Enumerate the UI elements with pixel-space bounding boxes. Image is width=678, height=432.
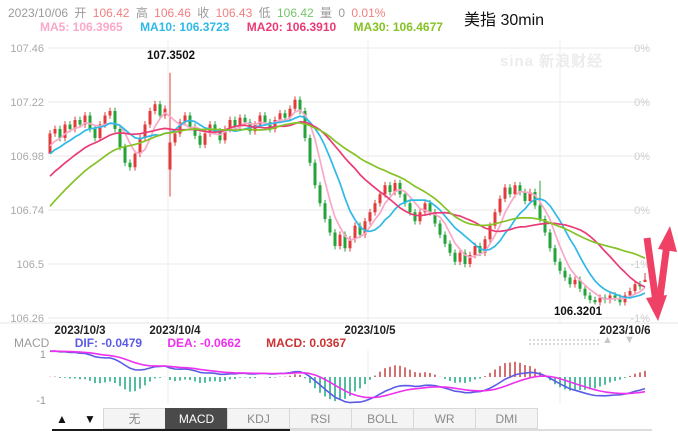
mini-up-arrow-icon[interactable]: ▲ — [602, 334, 613, 346]
macd-value: MACD: 0.0367 — [266, 336, 347, 350]
tabbar-down-icon[interactable]: ▼ — [84, 411, 96, 426]
indicator-tabbar: ▲ ▼ 无 MACD KDJ RSI BOLL WR DMI — [48, 408, 538, 429]
mini-down-arrow-icon[interactable]: ▼ — [624, 334, 635, 346]
bar-date: 2023/10/06 — [8, 6, 69, 20]
tabbar-underline-dark — [52, 429, 290, 431]
svg-text:2023/10/3: 2023/10/3 — [54, 325, 105, 337]
svg-text:0%: 0% — [634, 97, 650, 109]
close-label: 收 — [197, 6, 210, 20]
scroll-indicator[interactable] — [528, 338, 600, 345]
svg-text:-1%: -1% — [630, 259, 650, 271]
tab-dmi[interactable]: DMI — [475, 408, 538, 429]
macd-legend: MACD DIF: -0.0479 DEA: -0.0662 MACD: 0.0… — [14, 336, 368, 350]
ma-legend: MA5: 106.3965 MA10: 106.3723 MA20: 106.3… — [40, 20, 457, 34]
sina-watermark: sina 新浪财经 — [500, 53, 604, 70]
svg-text:2023/10/6: 2023/10/6 — [599, 325, 650, 337]
volume-label: 量 — [320, 6, 333, 20]
ma10-legend: MA10: 106.3723 — [140, 20, 230, 34]
chart-title: 美指 30min — [464, 12, 545, 29]
macd-label: MACD — [14, 336, 50, 350]
tab-macd[interactable]: MACD — [165, 408, 228, 429]
tab-kdj[interactable]: KDJ — [227, 408, 290, 429]
ma5-legend: MA5: 106.3965 — [40, 20, 123, 34]
tabbar-underline-light — [290, 429, 652, 431]
svg-text:2023/10/5: 2023/10/5 — [344, 325, 396, 337]
svg-text:106.5: 106.5 — [16, 259, 44, 271]
svg-text:-1: -1 — [36, 395, 46, 407]
svg-text:106.74: 106.74 — [10, 205, 44, 217]
svg-text:107.22: 107.22 — [10, 97, 44, 109]
svg-text:1: 1 — [40, 349, 46, 361]
open-label: 开 — [74, 6, 87, 20]
svg-text:0%: 0% — [634, 151, 650, 163]
low-value: 106.42 — [276, 6, 314, 20]
dea-value: DEA: -0.0662 — [167, 336, 241, 350]
ohlc-header: 2023/10/06 开 106.42 高 106.46 收 106.43 低 … — [8, 4, 388, 21]
tab-boll[interactable]: BOLL — [351, 408, 414, 429]
svg-text:2023/10/4: 2023/10/4 — [149, 325, 201, 337]
high-point-label: 107.3502 — [147, 50, 195, 62]
svg-text:107.46: 107.46 — [10, 43, 44, 55]
svg-text:0%: 0% — [634, 43, 650, 55]
open-value: 106.42 — [92, 6, 130, 20]
dif-value: DIF: -0.0479 — [74, 336, 143, 350]
high-label: 高 — [135, 6, 148, 20]
ma30-legend: MA30: 106.4677 — [353, 20, 443, 34]
svg-text:106.98: 106.98 — [10, 151, 44, 163]
change-pct: 0.01% — [351, 6, 386, 20]
svg-text:0%: 0% — [634, 205, 650, 217]
ma20-legend: MA20: 106.3910 — [246, 20, 337, 34]
trend-arrow-annotation — [643, 226, 677, 321]
tab-无[interactable]: 无 — [103, 408, 166, 429]
tab-wr[interactable]: WR — [413, 408, 476, 429]
tab-rsi[interactable]: RSI — [289, 408, 352, 429]
svg-text:106.26: 106.26 — [10, 313, 44, 325]
low-point-label: 106.3201 — [554, 306, 602, 318]
svg-text:-1%: -1% — [630, 313, 650, 325]
tabbar-up-icon[interactable]: ▲ — [56, 411, 68, 426]
high-value: 106.46 — [154, 6, 191, 20]
close-value: 106.43 — [215, 6, 253, 20]
volume-value: 0 — [338, 6, 346, 20]
low-label: 低 — [258, 6, 271, 20]
